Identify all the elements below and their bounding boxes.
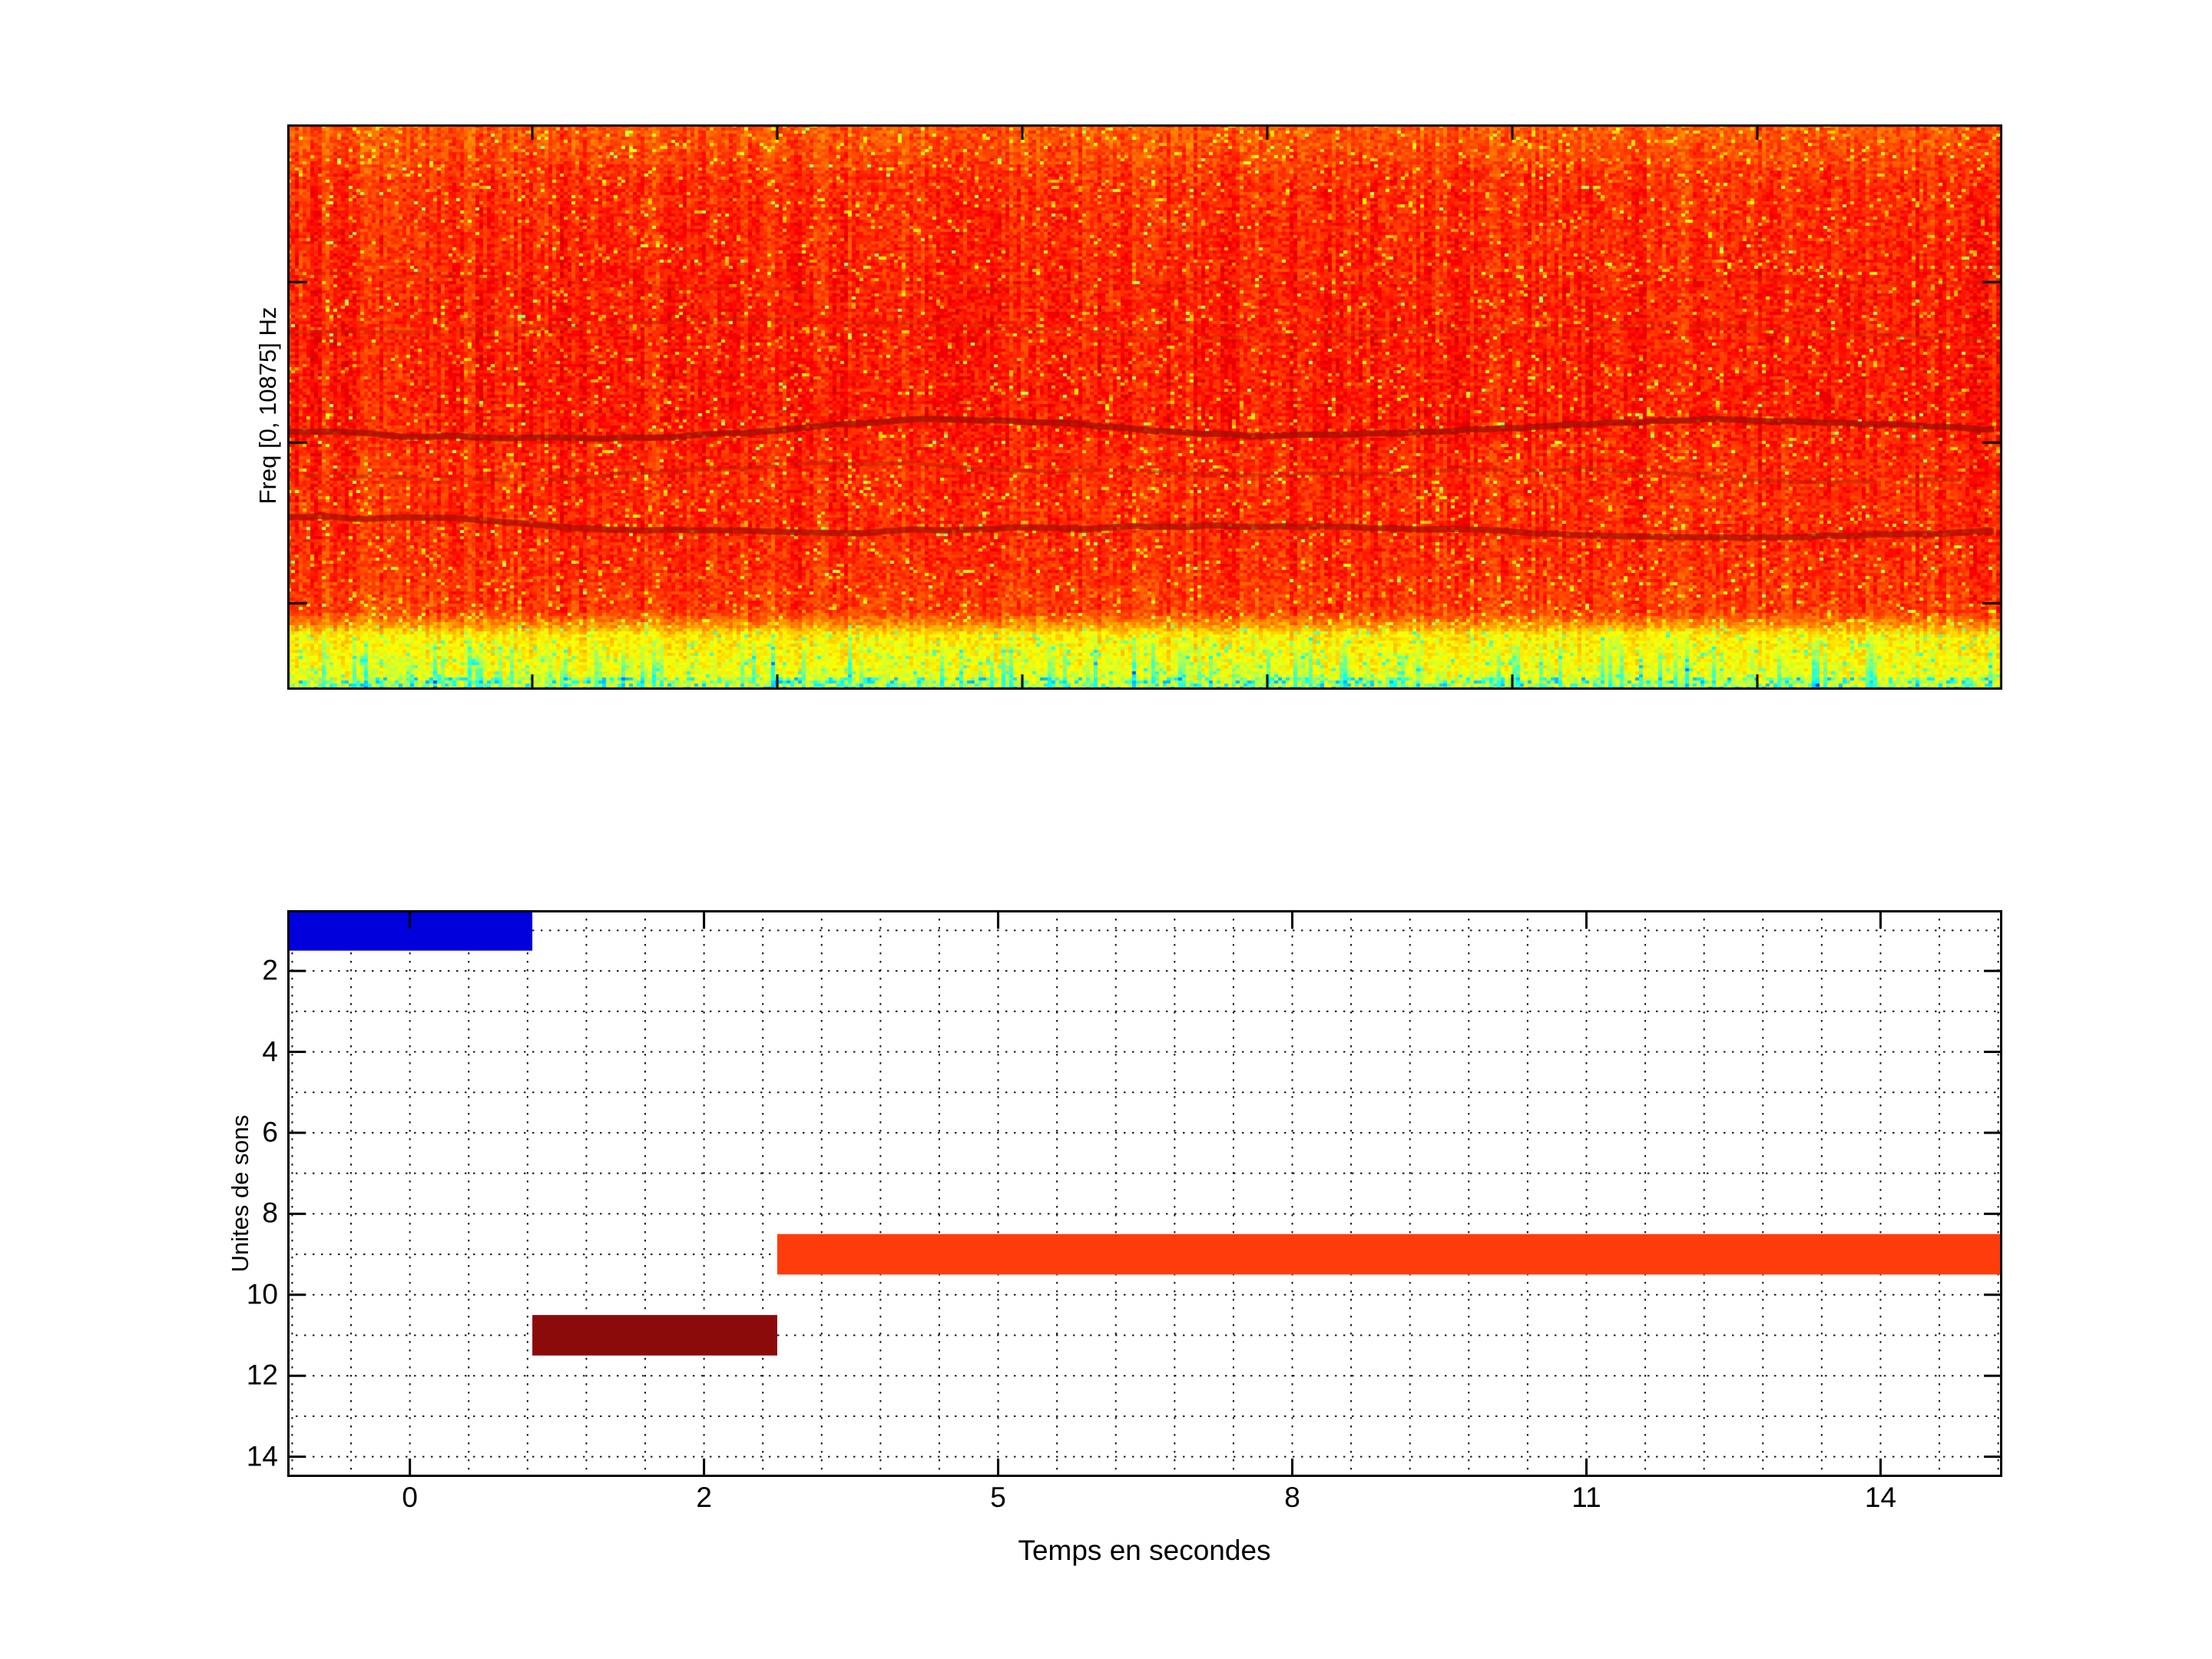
- x-tick-label: 2: [696, 1482, 712, 1513]
- x-tick-label: 11: [1571, 1482, 1601, 1513]
- x-tick-label: 14: [1864, 1482, 1897, 1513]
- x-tick-label: 5: [990, 1482, 1006, 1513]
- bottom-plot-ylabel: Unites de sons: [227, 1114, 253, 1273]
- y-tick-label: 14: [246, 1440, 278, 1472]
- y-tick-label: 10: [246, 1278, 278, 1310]
- y-tick-label: 6: [262, 1116, 278, 1148]
- segment-bar-orange: [777, 1233, 2001, 1275]
- x-tick-label: 0: [402, 1482, 418, 1513]
- y-tick-label: 8: [262, 1197, 278, 1229]
- x-tick-label: 8: [1284, 1482, 1300, 1513]
- spectrogram-heatmap: [287, 124, 2002, 690]
- segment-bar-dark-red: [532, 1315, 777, 1356]
- y-tick-label: 2: [262, 954, 278, 986]
- y-tick-label: 12: [246, 1359, 278, 1391]
- y-tick-label: 4: [262, 1035, 278, 1068]
- top-plot-ylabel: Freq [0, 10875] Hz: [254, 306, 281, 505]
- segments-plot: [287, 910, 2002, 1477]
- bottom-plot-xlabel: Temps en secondes: [1018, 1535, 1271, 1566]
- bottom-plot-frame: [287, 910, 2002, 1477]
